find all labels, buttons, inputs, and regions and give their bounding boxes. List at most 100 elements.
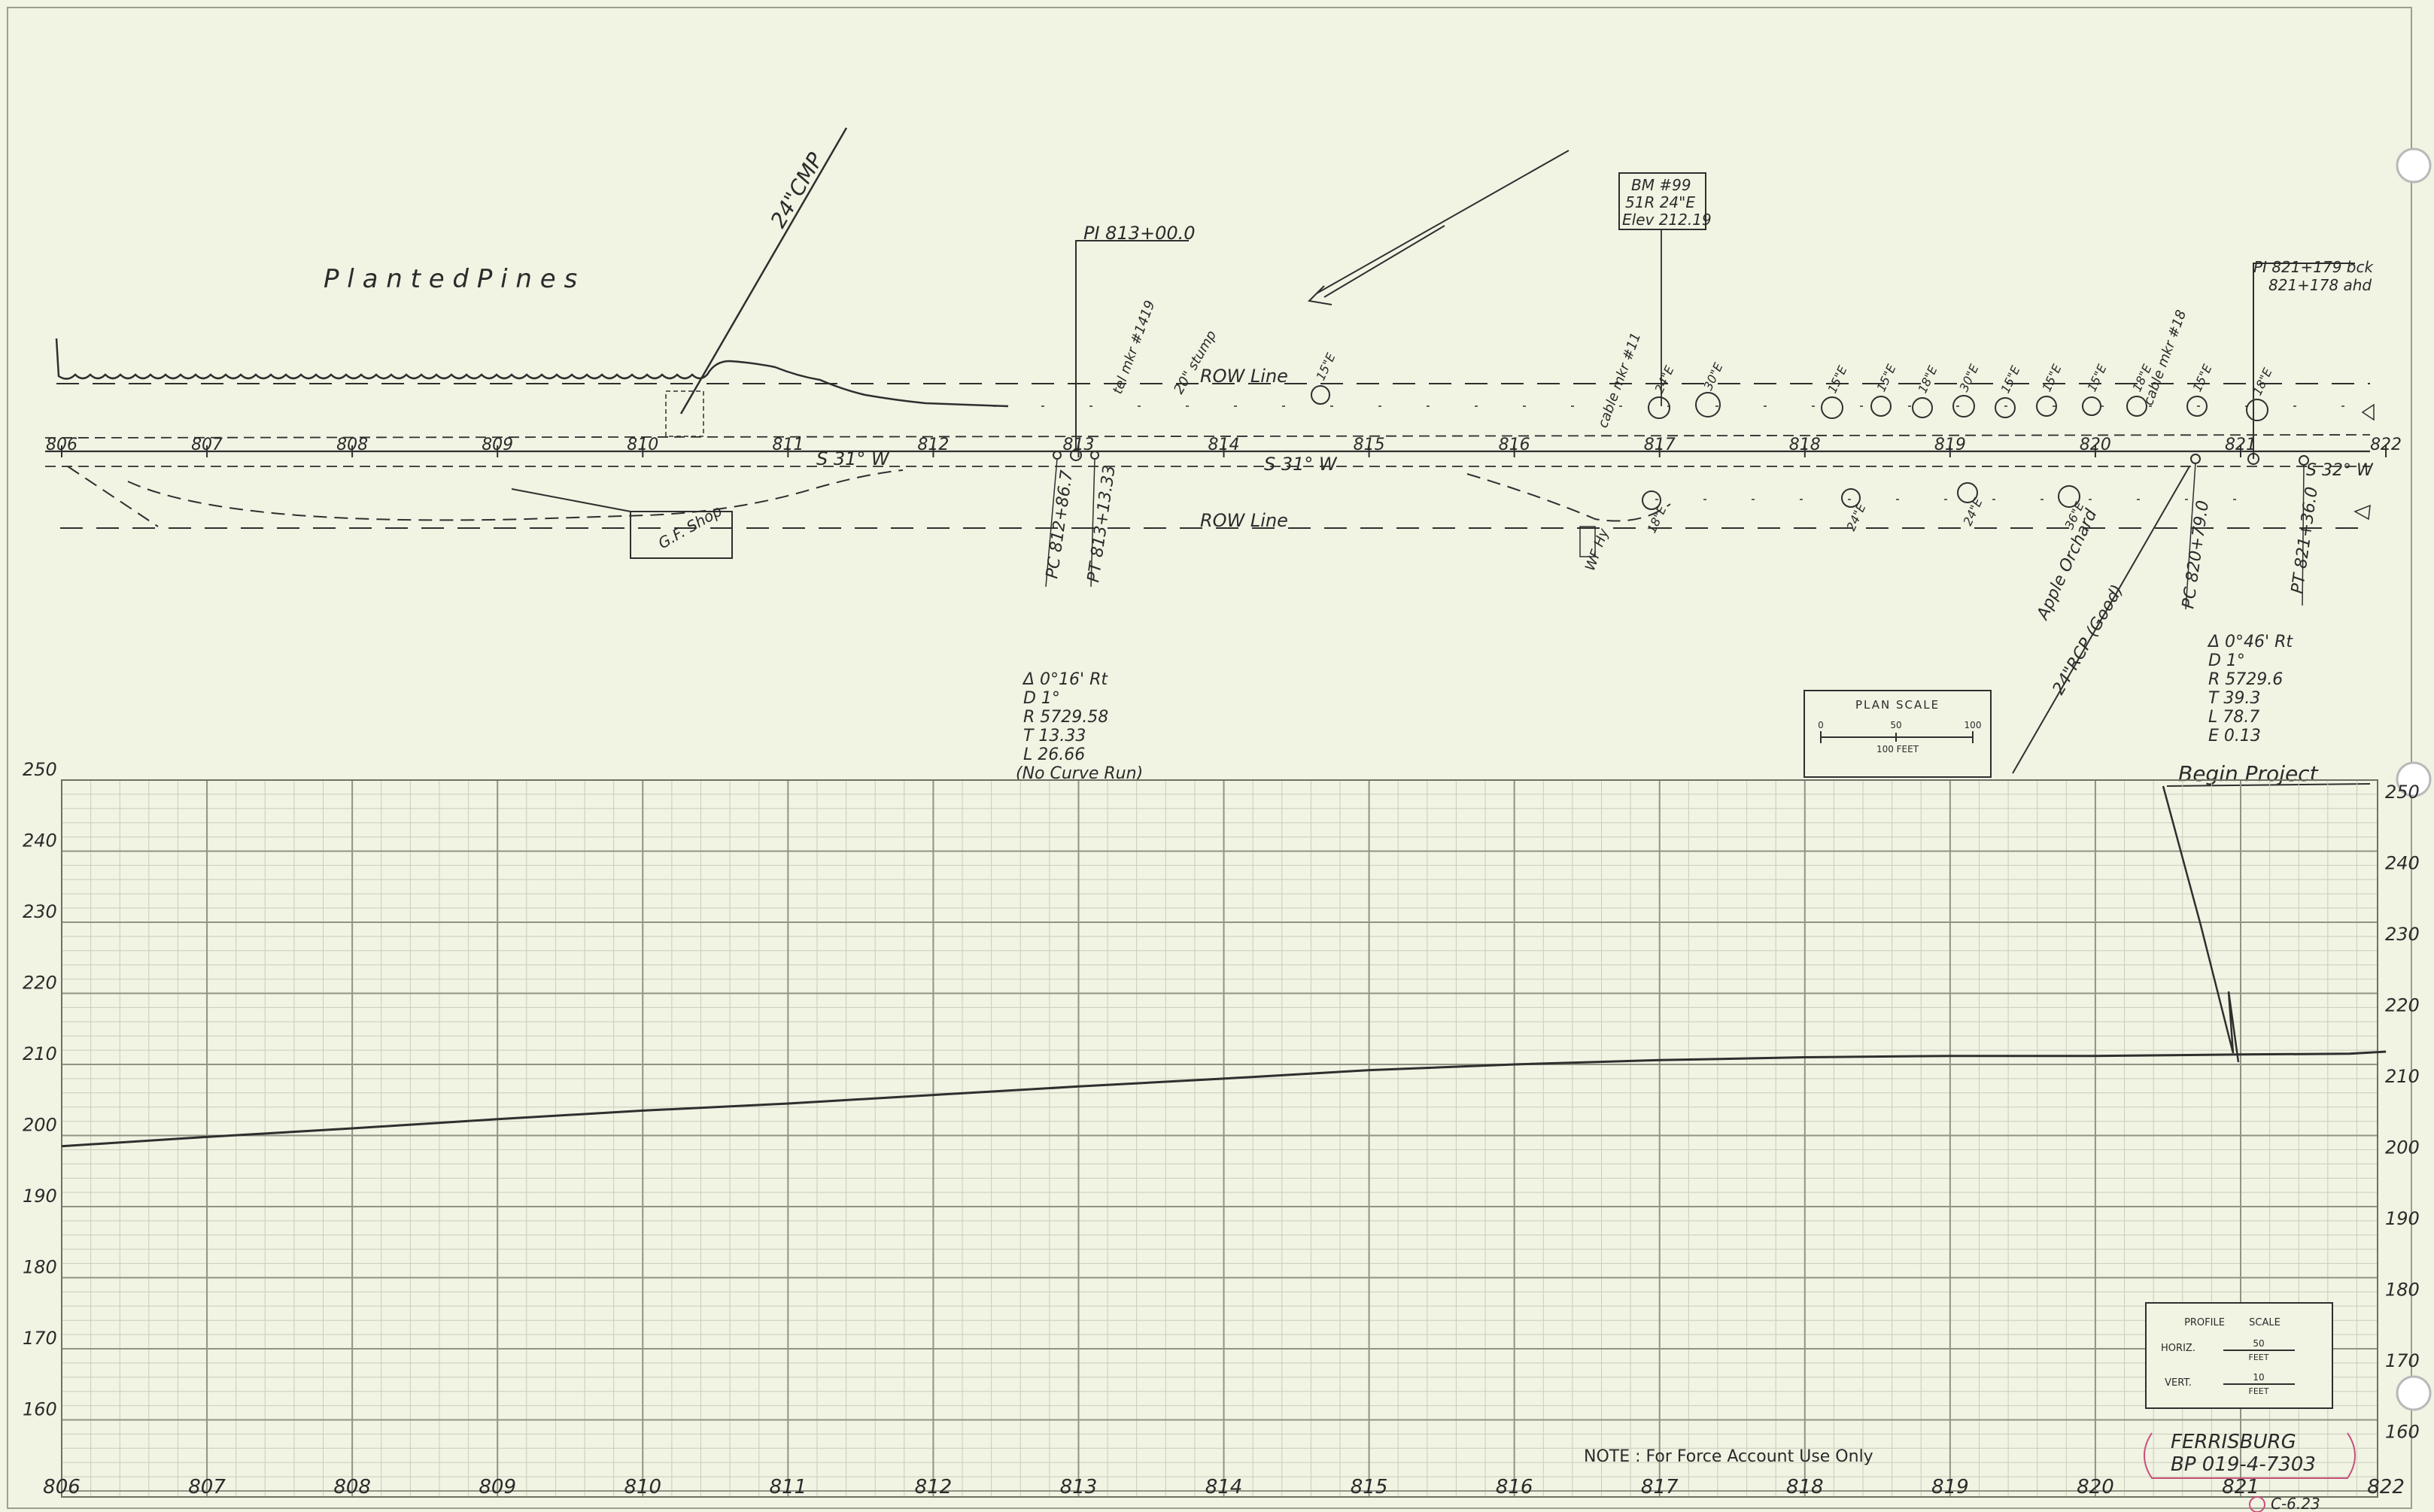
station-label-plan: 811 xyxy=(772,436,804,454)
pc-820-leader xyxy=(2185,462,2196,610)
shop-driveway xyxy=(511,488,631,512)
tree-symbol xyxy=(2036,396,2057,417)
curve1-t: T 13.33 xyxy=(1023,727,1086,745)
end-markers xyxy=(2353,403,2375,521)
curve-data-2: Δ 0°46' Rt D 1° R 5729.6 T 39.3 L 78.7 E… xyxy=(2207,633,2293,745)
elevation-label-right: 170 xyxy=(2385,1350,2420,1371)
pi-813-label: PI 813+00.0 xyxy=(1083,223,1196,244)
station-label-plan: 813 xyxy=(1062,436,1094,454)
begin-project-label: Begin Project xyxy=(2178,761,2319,786)
station-label-plan: 816 xyxy=(1499,436,1530,454)
elevation-label-left: 160 xyxy=(23,1399,57,1420)
row-line-top-label: ROW Line xyxy=(1200,366,1288,387)
tree-size-label: 24"E xyxy=(1652,363,1677,396)
profile-scale-box xyxy=(2145,1302,2333,1409)
curve-data-1: Δ 0°16' Rt D 1° R 5729.58 T 13.33 L 26.6… xyxy=(1016,670,1143,783)
tree-size-label: 15"E xyxy=(2189,362,2215,394)
elevation-label-left: 220 xyxy=(23,973,57,994)
pi-813-point xyxy=(1070,449,1082,461)
elevation-label-left: 230 xyxy=(23,901,57,922)
station-label-plan: 810 xyxy=(627,436,658,454)
pt-821-leader xyxy=(2302,464,2305,606)
tree-size-label: 30"E xyxy=(1700,360,1726,393)
tree-size-label: 15"E xyxy=(1825,363,1850,396)
station-label-plan: 806 xyxy=(46,436,77,454)
profile-elevation-labels-right: 250 240 230 220 210 200 190 180 170 160 xyxy=(2385,782,2420,1443)
profile-scale-horiz-val: 50 xyxy=(2253,1338,2264,1349)
curve1-r: R 5729.58 xyxy=(1023,708,1108,727)
begin-project-underline xyxy=(2166,783,2371,787)
shop-building xyxy=(630,511,733,559)
punch-hole-top xyxy=(2396,147,2432,184)
profile-station-labels: 806 807 808 809 810 811 812 813 814 815 816 817 818 8… xyxy=(43,1476,2405,1498)
plan-view: 806 807 808 809 810 811 812 813 814 815 816 817 818 8… xyxy=(44,127,2402,787)
elevation-label-left: 180 xyxy=(23,1257,57,1278)
tree-symbol xyxy=(1642,490,1661,510)
sheet-number: C-6.23 xyxy=(2271,1495,2320,1512)
stamp-bracket xyxy=(2144,1432,2356,1479)
plan-scale-box xyxy=(1803,690,1992,778)
tree-size-label: 30"E xyxy=(1956,362,1982,394)
profile-grade-line xyxy=(61,1050,2387,1148)
station-label-profile: 813 xyxy=(1060,1476,1098,1498)
curve2-d: D 1° xyxy=(2208,651,2245,670)
pt-813-label: PT 813+13.33 xyxy=(1084,464,1120,584)
elevation-label-right: 220 xyxy=(2385,995,2420,1016)
station-label-plan: 821 xyxy=(2225,436,2256,454)
station-label-plan: 809 xyxy=(482,436,513,454)
station-label-plan: 817 xyxy=(1644,436,1676,454)
station-ticks: 806 807 808 809 810 811 812 813 814 815 816 817 818 8… xyxy=(46,436,2402,457)
station-label-profile: 812 xyxy=(915,1476,953,1498)
tree-symbol xyxy=(1952,395,1975,417)
elevation-label-right: 160 xyxy=(2385,1422,2420,1443)
elevation-label-right: 180 xyxy=(2385,1280,2420,1301)
culvert-headwall xyxy=(665,390,704,437)
plan-scale-unit: 100 FEET xyxy=(1876,744,1919,754)
station-label-profile: 808 xyxy=(333,1476,371,1498)
plan-scale: PLAN SCALE 0 50 100 100 FEET xyxy=(1803,690,1992,778)
tree-symbol xyxy=(1821,396,1843,419)
pc-812-leader xyxy=(1045,458,1058,587)
profile-scale-horiz-unit: FEET xyxy=(2249,1353,2269,1362)
tree-symbol xyxy=(2082,396,2101,416)
profile-scale-header-left: PROFILE xyxy=(2184,1317,2225,1328)
bm-line-2: 51R 24"E xyxy=(1625,193,1695,211)
tree-size-label: 15"E xyxy=(1998,363,2023,396)
tree-symbol xyxy=(1841,488,1861,508)
profile-grid: 250 240 230 220 210 200 190 180 170 160 250 240 230… xyxy=(23,759,2420,1498)
tree-size-label: 24"E xyxy=(1960,496,1986,528)
curve2-delta: Δ 0°46' Rt xyxy=(2207,633,2293,651)
station-label-profile: 817 xyxy=(1641,1476,1679,1498)
curve2-e: E 0.13 xyxy=(2208,727,2261,745)
profile-scale-horiz: HORIZ. xyxy=(2161,1343,2195,1354)
tree-symbol xyxy=(1695,392,1721,417)
elevation-label-right: 190 xyxy=(2385,1208,2420,1229)
cable-marker-2-label: cable mkr #18 xyxy=(2141,308,2189,407)
pi-821-bck-label: PI 821+179 bck xyxy=(2253,258,2374,276)
station-label-plan: 818 xyxy=(1789,436,1821,454)
tree-symbol xyxy=(1311,385,1330,405)
tree-symbol xyxy=(1648,396,1670,419)
bm-line-1: BM #99 xyxy=(1631,176,1691,194)
station-label-profile: 806 xyxy=(43,1476,81,1498)
elevation-label-right: 250 xyxy=(2385,782,2420,803)
tel-marker-label: tel mkr #1419 xyxy=(1110,299,1158,396)
station-label-plan: 819 xyxy=(1934,436,1966,454)
profile-grid-major xyxy=(61,779,2378,1498)
profile-scale-vert-unit: FEET xyxy=(2249,1386,2269,1396)
cmp-label: 24"CMP xyxy=(765,148,828,232)
pi-821-leader xyxy=(2253,263,2355,459)
bearing-2-label: S 31° W xyxy=(1264,454,1338,475)
pt-813-leader xyxy=(1090,458,1095,587)
cmp-culvert-line xyxy=(679,127,848,414)
plan-scale-title: PLAN SCALE xyxy=(1855,698,1940,712)
hydrant-label: WF Hy xyxy=(1582,527,1612,573)
tree-size-label: 15"E xyxy=(1873,362,1899,394)
shoulder-curve xyxy=(67,466,904,527)
elevation-label-right: 230 xyxy=(2385,924,2420,945)
profile-scale-vert: VERT. xyxy=(2165,1377,2192,1389)
project-stamp: FERRISBURG BP 019-4-7303 C-6.23 xyxy=(2144,1431,2356,1512)
punch-hole-middle xyxy=(2396,761,2432,797)
station-label-plan: 812 xyxy=(917,436,949,454)
bearing-3-label: S 32° W xyxy=(2306,461,2374,480)
